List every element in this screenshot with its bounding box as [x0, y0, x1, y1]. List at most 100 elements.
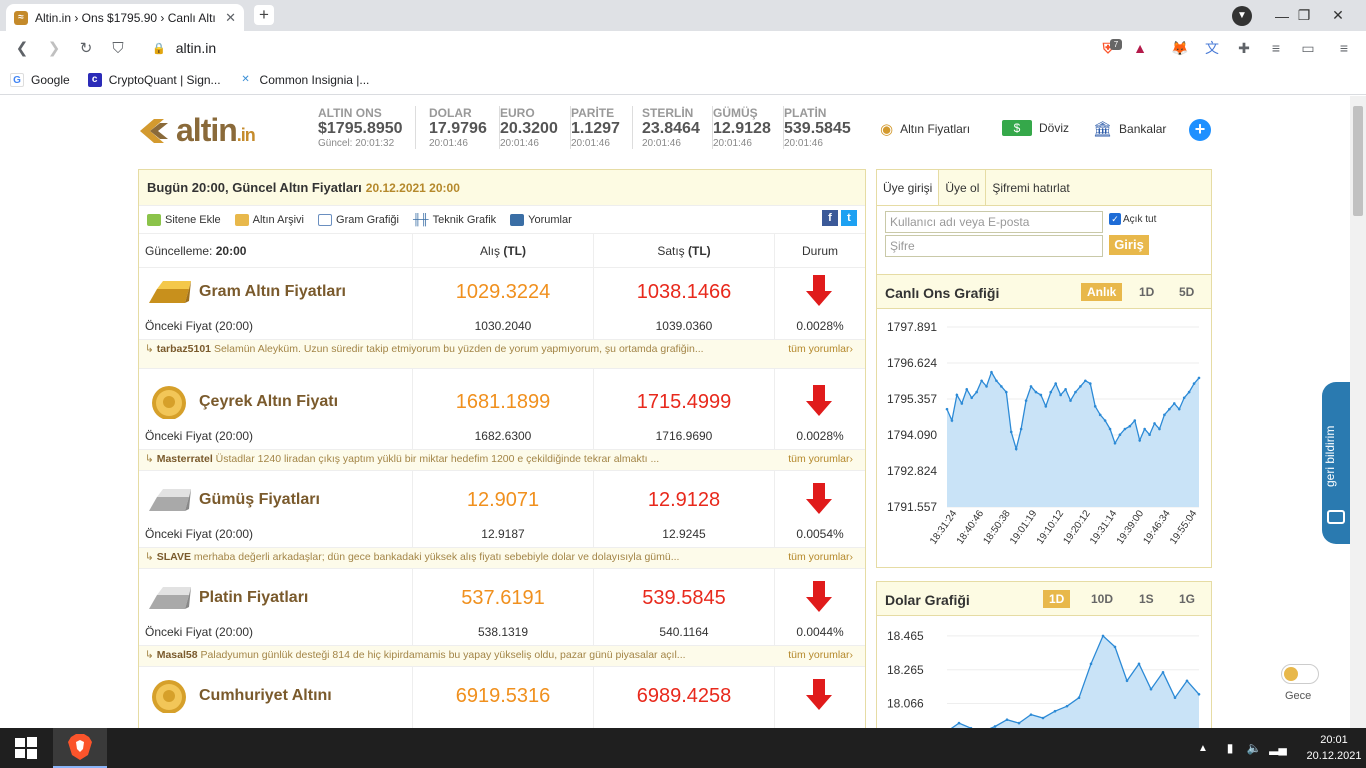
data-point — [1004, 390, 1008, 394]
data-point — [1158, 427, 1161, 431]
range-anlik[interactable]: Anlık — [1081, 283, 1123, 301]
range-5d[interactable]: 5D — [1179, 285, 1195, 299]
y-tick-label: 1795.357 — [887, 392, 937, 406]
battery-icon[interactable]: ▮ — [1226, 741, 1234, 755]
ticker-dolar[interactable]: DOLAR 17.9796 20:01:46 — [429, 106, 500, 149]
tab-register[interactable]: Üye ol — [939, 170, 987, 205]
browser-tab[interactable]: ≈ Altin.in › Ons $1795.90 › Canlı Altı ✕ — [6, 4, 244, 31]
comment-preview[interactable]: ↳ tarbaz5101 Selamün Aleyküm. Uzun süred… — [139, 339, 865, 369]
ticker-parite[interactable]: PARİTE 1.1297 20:01:46 — [571, 106, 633, 149]
tab-login[interactable]: Üye girişi — [877, 170, 940, 205]
comment-user[interactable]: tarbaz5101 — [156, 343, 212, 355]
page-scrollbar[interactable] — [1350, 96, 1366, 728]
data-point — [1148, 433, 1151, 437]
row-name[interactable]: Çeyrek Altın Fiyatı — [199, 393, 339, 410]
range-1g[interactable]: 1G — [1179, 592, 1196, 606]
login-button[interactable]: Giriş — [1109, 235, 1149, 255]
range-1d[interactable]: 1D — [1139, 285, 1155, 299]
comment-preview[interactable]: ↳ SLAVE merhaba değerli arkadaşlar; dün … — [139, 547, 865, 569]
more-button[interactable]: + — [1189, 119, 1211, 141]
ticker-ons[interactable]: ALTIN ONS $1795.8950 Güncel: 20:01:32 — [318, 106, 416, 149]
range-1s[interactable]: 1S — [1139, 592, 1154, 606]
brave-shields-icon[interactable]: ⛨ — [1102, 40, 1114, 56]
comment-user[interactable]: SLAVE — [156, 551, 191, 563]
nav-altin-fiyatlari[interactable]: ◉ Altın Fiyatları — [880, 120, 970, 138]
tab-forgot-password[interactable]: Şifremi hatırlat — [992, 181, 1070, 195]
comment-text: Üstadlar 1240 liradan çıkış yaptım yüklü… — [215, 453, 660, 465]
all-comments-link[interactable]: tüm yorumlar› — [788, 551, 853, 563]
bookmark-icon[interactable]: ⛉ — [112, 39, 124, 57]
range-1d[interactable]: 1D — [1043, 590, 1071, 608]
bookmark-cryptoquant[interactable]: c CryptoQuant | Sign... — [87, 72, 221, 87]
address-bar[interactable]: 🔒 altin.in — [142, 36, 1092, 60]
back-button[interactable]: ❮ — [15, 40, 29, 57]
translate-icon[interactable]: 文 — [1205, 40, 1219, 56]
scrollbar-thumb[interactable] — [1353, 106, 1363, 216]
new-tab-button[interactable]: + — [254, 5, 274, 25]
data-point — [1143, 427, 1146, 431]
nav-bankalar[interactable]: 🏛 Bankalar — [1093, 120, 1166, 138]
row-name[interactable]: Platin Fiyatları — [199, 589, 309, 606]
comment-user[interactable]: Masal58 — [156, 649, 198, 661]
nav-doviz[interactable]: $ Döviz — [1002, 120, 1069, 136]
taskbar: ▲ ▮ 🔈 ▂▄ 20:01 20.12.2021 — [0, 728, 1366, 768]
password-input[interactable]: Şifre — [885, 235, 1103, 257]
bookmark-google[interactable]: G Google — [10, 72, 70, 87]
ticker-time: 20:01:46 — [642, 138, 681, 149]
ticker-sterlin[interactable]: STERLİN 23.8464 20:01:46 — [642, 106, 713, 149]
restore-button[interactable]: ❐ — [1297, 7, 1311, 23]
windows-start-icon[interactable] — [0, 728, 52, 768]
brave-rewards-icon[interactable]: ▲ — [1133, 40, 1147, 56]
profile-menu-icon[interactable]: ▼ — [1222, 0, 1262, 31]
archive-link[interactable]: Altın Arşivi — [234, 213, 304, 226]
ticker-platin[interactable]: PLATİN 539.5845 20:01:46 — [784, 106, 863, 149]
feedback-tab[interactable]: geri bildirim — [1322, 382, 1350, 544]
username-input[interactable]: Kullanıcı adı veya E-posta — [885, 211, 1103, 233]
all-comments-link[interactable]: tüm yorumlar› — [788, 649, 853, 661]
all-comments-link[interactable]: tüm yorumlar› — [788, 343, 853, 355]
taskbar-clock[interactable]: 20:01 20.12.2021 — [1306, 732, 1362, 764]
archive-icon — [234, 213, 249, 226]
tray-chevron-icon[interactable]: ▲ — [1198, 742, 1208, 754]
wallet-icon[interactable]: ▭ — [1301, 40, 1315, 56]
extensions-icon[interactable]: ✚ — [1238, 40, 1250, 56]
data-point — [1049, 390, 1053, 394]
facebook-icon[interactable]: f — [822, 210, 838, 226]
comment-preview[interactable]: ↳ Masterratel Üstadlar 1240 liradan çıkı… — [139, 449, 865, 471]
gram-chart-link[interactable]: Gram Grafiği — [318, 213, 399, 226]
close-window-button[interactable]: ✕ — [1332, 7, 1344, 23]
ticker-gumus[interactable]: GÜMÜŞ 12.9128 20:01:46 — [713, 106, 784, 149]
row-name[interactable]: Gram Altın Fiyatları — [199, 283, 346, 300]
add-to-site-link[interactable]: Sitene Ekle — [147, 213, 221, 226]
range-10d[interactable]: 10D — [1091, 592, 1114, 606]
comment-preview[interactable]: ↳ Masal58 Paladyumun günlük desteği 814 … — [139, 645, 865, 667]
checkbox-icon[interactable]: ✓ — [1109, 213, 1121, 225]
metamask-icon[interactable]: 🦊 — [1171, 40, 1189, 56]
prev-label: Önceki Fiyat (20:00) — [145, 527, 254, 541]
brave-taskbar-icon[interactable] — [53, 728, 107, 768]
comments-link[interactable]: Yorumlar — [510, 213, 572, 226]
twitter-icon[interactable]: t — [841, 210, 857, 226]
technical-chart-link[interactable]: ╫╫ Teknik Grafik — [413, 214, 496, 226]
night-mode-toggle[interactable] — [1281, 664, 1319, 684]
page-content: altin.in ALTIN ONS $1795.8950 Güncel: 20… — [0, 96, 1350, 728]
col-sell: Satış (TL) — [594, 234, 774, 268]
ticker-label: DOLAR — [429, 106, 472, 120]
reload-button[interactable]: ↻ — [79, 40, 93, 57]
row-name[interactable]: Gümüş Fiyatları — [199, 491, 320, 508]
comment-text: Selamün Aleyküm. Uzun süredir takip etmi… — [213, 343, 704, 355]
site-logo[interactable]: altin.in — [138, 112, 256, 149]
network-icon[interactable]: ▂▄ — [1269, 741, 1287, 755]
forward-button[interactable]: ❯ — [47, 40, 61, 57]
minimize-button[interactable]: — — [1275, 7, 1289, 24]
close-tab-icon[interactable]: ✕ — [225, 9, 236, 25]
ticker-euro[interactable]: EURO 20.3200 20:01:46 — [500, 106, 571, 149]
comment-user[interactable]: Masterratel — [156, 453, 213, 465]
menu-icon[interactable]: ≡ — [1339, 40, 1349, 56]
all-comments-link[interactable]: tüm yorumlar› — [788, 453, 853, 465]
media-control-icon[interactable]: ≡ — [1271, 40, 1281, 56]
row-name[interactable]: Cumhuriyet Altını — [199, 687, 332, 704]
bookmark-common-insignia[interactable]: ✕ Common Insignia |... — [238, 72, 369, 87]
remember-me[interactable]: ✓ Açık tut — [1109, 213, 1156, 225]
volume-icon[interactable]: 🔈 — [1246, 741, 1262, 755]
